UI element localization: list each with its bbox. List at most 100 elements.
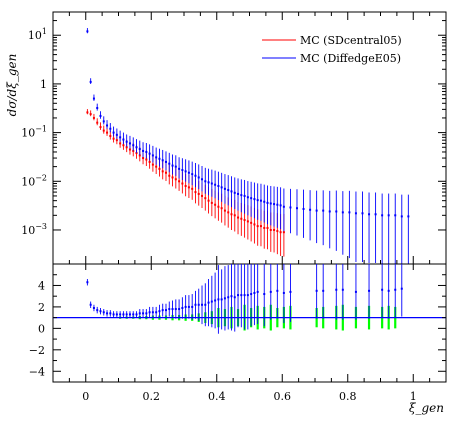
data-point: [214, 183, 217, 186]
legend-label-diffedgee05: MC (DiffedgeE05): [300, 52, 401, 65]
ratio-series-blue: [86, 264, 403, 334]
data-point: [89, 113, 92, 116]
ratio-panel-y-axis: −4 −2 0 2 4: [29, 274, 446, 383]
data-point: [322, 209, 325, 212]
y-tick-label: 1: [40, 78, 47, 91]
ratio-point: [246, 294, 249, 297]
x-tick-label: 0.2: [143, 390, 161, 403]
y-tick-exponent: −2: [35, 173, 47, 182]
ratio-point: [102, 311, 105, 314]
ratio-y-tick-label: −2: [29, 344, 45, 357]
ratio-y-tick-label: 2: [38, 301, 45, 314]
data-point: [348, 211, 351, 214]
data-point: [158, 167, 161, 170]
data-point: [164, 171, 167, 174]
data-point: [194, 174, 197, 177]
data-point: [142, 149, 145, 152]
ratio-point: [174, 308, 177, 311]
ratio-point: [86, 281, 89, 284]
data-point: [135, 152, 138, 155]
data-point: [394, 214, 397, 217]
y-tick-base: 1: [40, 78, 47, 91]
data-point: [174, 178, 177, 181]
data-point: [295, 207, 298, 210]
legend: MC (SDcentral05) MC (DiffedgeE05): [262, 34, 402, 65]
data-point: [168, 174, 171, 177]
data-point: [276, 230, 279, 233]
ratio-point: [256, 290, 259, 293]
ratio-point: [112, 313, 115, 316]
x-tick-label: 0.6: [274, 390, 292, 403]
data-point: [151, 163, 154, 166]
data-point: [230, 213, 233, 216]
ratio-point: [289, 290, 292, 293]
data-point: [259, 199, 262, 202]
ratio-point: [214, 299, 217, 302]
ratio-point: [315, 289, 318, 292]
y-tick-exponent: −3: [35, 222, 47, 231]
ratio-point: [158, 310, 161, 313]
ratio-point: [125, 313, 128, 316]
data-point: [233, 214, 236, 217]
ratio-point: [282, 291, 285, 294]
ratio-panel: −4 −2 0 2 4 0 0.2 0.4 0.6 0.8 1 ξ_gen: [29, 12, 447, 415]
data-point: [237, 216, 240, 219]
ratio-point: [168, 308, 171, 311]
main-panel-x-ticks: [85, 12, 414, 264]
data-point: [269, 202, 272, 205]
data-point: [109, 127, 112, 130]
data-point: [197, 192, 200, 195]
data-point: [194, 191, 197, 194]
data-point: [315, 209, 318, 212]
data-point: [191, 187, 194, 190]
data-point: [145, 150, 148, 153]
data-point: [227, 211, 230, 214]
data-point: [253, 198, 256, 201]
ratio-point: [250, 293, 253, 296]
y-tick-label: 10−3: [21, 222, 47, 237]
data-point: [96, 107, 99, 110]
data-point: [174, 165, 177, 168]
ratio-point: [400, 287, 403, 290]
data-point: [187, 171, 190, 174]
y-axis-title: dσ/dξ_gen: [5, 54, 19, 117]
data-point: [112, 131, 115, 134]
y-tick-label: 101: [28, 27, 47, 42]
ratio-y-tick-label: −4: [29, 365, 45, 378]
data-point: [99, 114, 102, 117]
x-axis: 0 0.2 0.4 0.6 0.8 1: [68, 12, 431, 403]
ratio-point: [161, 309, 164, 312]
data-point: [269, 228, 272, 231]
data-point: [128, 148, 131, 151]
ratio-point: [145, 312, 148, 315]
ratio-point: [394, 288, 397, 291]
ratio-point: [233, 296, 236, 299]
data-point: [309, 208, 312, 211]
ratio-point: [187, 305, 190, 308]
x-axis-title: ξ_gen: [409, 401, 444, 415]
data-point: [125, 140, 128, 143]
ratio-point: [148, 311, 151, 314]
data-point: [243, 194, 246, 197]
data-point: [106, 124, 109, 127]
ratio-point: [96, 309, 99, 312]
data-point: [171, 164, 174, 167]
data-point: [259, 225, 262, 228]
data-point: [148, 160, 151, 163]
data-point: [187, 186, 190, 189]
ratio-point: [354, 290, 357, 293]
data-point: [171, 176, 174, 179]
data-point: [240, 217, 243, 220]
data-point: [387, 214, 390, 217]
legend-label-sdcentral05: MC (SDcentral05): [300, 34, 402, 47]
ratio-point: [368, 289, 371, 292]
data-point: [328, 210, 331, 213]
data-point: [135, 146, 138, 149]
data-point: [115, 133, 118, 136]
ratio-point: [263, 293, 266, 296]
y-tick-base: 10: [28, 29, 42, 42]
data-point: [256, 199, 259, 202]
